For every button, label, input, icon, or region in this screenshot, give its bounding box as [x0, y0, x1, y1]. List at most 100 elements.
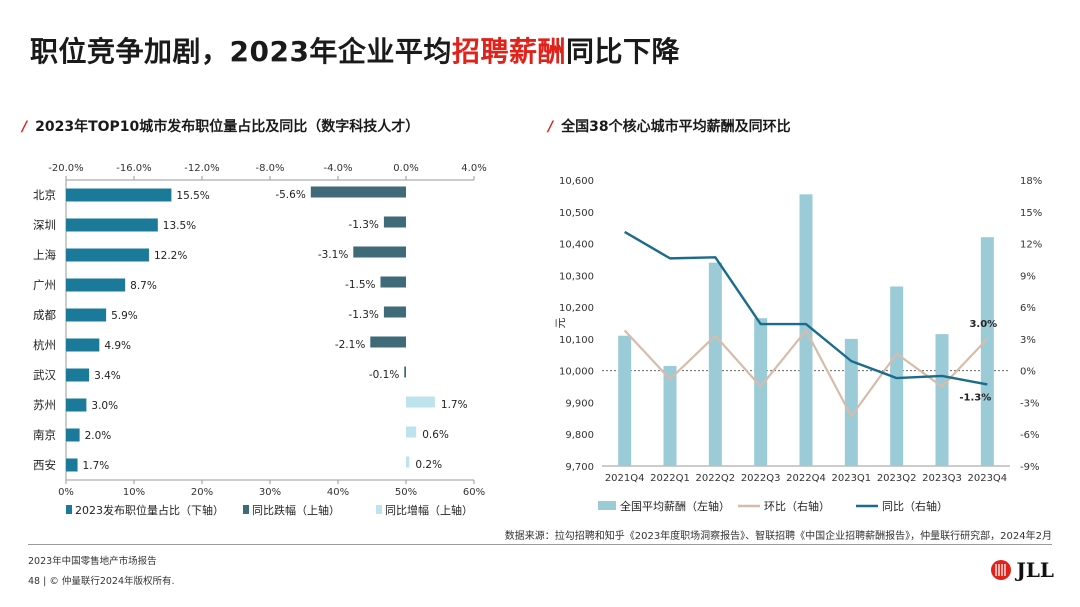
source-note: 数据来源：拉勾招聘和知乎《2023年度职场洞察报告》、智联招聘《中国企业招聘薪酬…	[504, 531, 1052, 542]
category-label: 武汉	[33, 368, 56, 382]
share-bar-label: 4.9%	[104, 340, 131, 352]
share-bar-label: 3.0%	[91, 400, 118, 412]
share-bar-label: 1.7%	[83, 460, 110, 472]
share-bar	[66, 308, 107, 322]
category-label: 北京	[33, 188, 56, 202]
decline-bar-label: -1.3%	[348, 309, 378, 321]
decline-bar-label: -1.3%	[348, 219, 378, 231]
x-axis-tick-label: 2022Q1	[650, 473, 690, 484]
right-axis-tick-label: 6%	[1020, 303, 1036, 314]
share-bar	[66, 398, 87, 412]
category-label: 杭州	[33, 338, 56, 352]
left-axis-tick-label: 10,600	[559, 176, 594, 187]
left-axis-label: 元	[554, 318, 567, 329]
page-title: 职位竞争加剧，2023年企业平均招聘薪酬同比下降	[30, 35, 680, 68]
legend-swatch	[243, 505, 249, 514]
share-bar-label: 3.4%	[94, 370, 121, 382]
salary-bar	[663, 365, 677, 466]
right-axis-tick-label: 3%	[1020, 335, 1036, 346]
jll-logo-icon	[991, 560, 1012, 580]
share-bar-label: 8.7%	[130, 280, 157, 292]
bottom-axis-tick-label: 0%	[58, 487, 74, 498]
increase-bar-label: 0.2%	[415, 459, 442, 471]
share-bar	[66, 188, 172, 202]
increase-bar	[406, 426, 417, 438]
share-bar	[66, 248, 149, 262]
category-label: 上海	[33, 248, 56, 262]
bottom-axis-tick-label: 60%	[463, 487, 485, 498]
right-axis-tick-label: -9%	[1020, 462, 1039, 473]
x-axis-tick-label: 2022Q3	[741, 473, 781, 484]
right-axis-tick-label: 15%	[1020, 208, 1042, 219]
x-axis-tick-label: 2023Q4	[967, 473, 1007, 484]
copyright: 48 | © 仲量联行2024年版权所有.	[28, 576, 175, 587]
decline-bar	[404, 366, 406, 378]
decline-bar	[370, 336, 406, 348]
right-axis-tick-label: 12%	[1020, 240, 1042, 251]
report-name: 2023年中国零售地产市场报告	[28, 556, 157, 567]
legend-label: 全国平均薪酬（左轴）	[620, 499, 730, 513]
category-label: 广州	[33, 278, 56, 292]
top-axis-tick-label: -12.0%	[184, 163, 219, 174]
top-axis-tick-label: -8.0%	[255, 163, 284, 174]
jll-logo: JLL	[990, 558, 1054, 582]
decline-bar-label: -3.1%	[318, 249, 348, 261]
left-axis-tick-label: 9,700	[565, 462, 594, 473]
decline-bar	[380, 276, 406, 288]
decline-bar	[383, 306, 406, 318]
increase-bar-label: 0.6%	[422, 429, 449, 441]
left-axis-tick-label: 10,100	[559, 335, 594, 346]
x-axis-tick-label: 2023Q1	[831, 473, 871, 484]
category-label: 深圳	[33, 218, 56, 232]
bottom-axis-tick-label: 50%	[395, 487, 417, 498]
footer-divider	[28, 544, 1052, 545]
legend-label: 同比增幅（上轴）	[385, 503, 473, 517]
left-axis-tick-label: 10,300	[559, 271, 594, 282]
share-bar-label: 5.9%	[111, 310, 138, 322]
right-axis-tick-label: -6%	[1020, 430, 1039, 441]
category-label: 苏州	[33, 398, 56, 412]
salary-bar	[844, 338, 858, 466]
category-label: 成都	[33, 308, 56, 322]
x-axis-tick-label: 2023Q2	[877, 473, 917, 484]
legend-swatch	[598, 501, 616, 510]
right-axis-tick-label: 0%	[1020, 367, 1036, 378]
share-bar	[66, 458, 78, 472]
decline-bar-label: -2.1%	[335, 339, 365, 351]
share-bar-label: 2.0%	[85, 430, 112, 442]
share-bar-label: 15.5%	[176, 190, 209, 202]
increase-bar	[406, 456, 410, 468]
yoy-annotation: -1.3%	[959, 392, 991, 403]
salary-chart: 9,700 9,800 9,900 10,000 10,100 10,200 10,300 1…	[554, 176, 1042, 513]
x-axis-tick-label: 2023Q3	[922, 473, 962, 484]
bottom-axis-tick-label: 10%	[123, 487, 145, 498]
salary-bar	[618, 335, 632, 466]
bottom-axis-tick-label: 30%	[259, 487, 281, 498]
right-chart-title: / 全国38个核心城市平均薪酬及同环比	[548, 119, 791, 135]
increase-bar-label: 1.7%	[441, 399, 468, 411]
legend-label: 2023发布职位量占比（下轴）	[75, 503, 224, 517]
top-axis-tick-label: 0.0%	[393, 163, 418, 174]
decline-bar-label: -0.1%	[369, 369, 399, 381]
left-axis-tick-label: 9,800	[565, 430, 594, 441]
x-axis-tick-label: 2022Q2	[695, 473, 735, 484]
left-axis-tick-label: 10,500	[559, 208, 594, 219]
left-chart-title: /2023年TOP10城市发布职位量占比及同比（数字科技人才）	[22, 119, 420, 135]
salary-bar	[935, 334, 949, 466]
share-bar-label: 12.2%	[154, 250, 187, 262]
salary-bar	[980, 237, 994, 466]
right-axis-tick-label: 18%	[1020, 176, 1042, 187]
left-axis-tick-label: 10,400	[559, 240, 594, 251]
category-label: 西安	[33, 458, 56, 472]
x-axis-tick-label: 2021Q4	[605, 473, 645, 484]
left-axis-tick-label: 10,000	[559, 367, 594, 378]
bottom-axis-tick-label: 40%	[327, 487, 349, 498]
share-bar	[66, 368, 90, 382]
increase-bar	[406, 396, 435, 408]
salary-bar	[708, 262, 722, 466]
left-axis-tick-label: 10,200	[559, 303, 594, 314]
share-bar	[66, 428, 80, 442]
top-axis-tick-label: 4.0%	[461, 163, 486, 174]
share-bar	[66, 218, 158, 232]
legend-label: 环比（右轴）	[764, 499, 830, 513]
